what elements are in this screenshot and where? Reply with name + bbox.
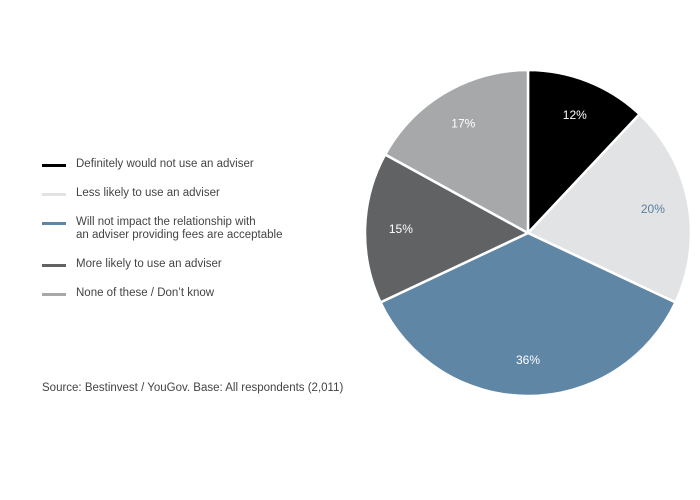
slice-data-label: 12% bbox=[563, 108, 587, 122]
pie-slice bbox=[379, 231, 677, 398]
legend-swatch bbox=[42, 193, 66, 196]
legend-item: None of these / Don’t know bbox=[42, 287, 342, 300]
slice-data-label: 17% bbox=[451, 117, 475, 131]
legend-item: Less likely to use an adviser bbox=[42, 187, 342, 200]
legend-swatch bbox=[42, 293, 66, 296]
legend-label: Less likely to use an adviser bbox=[76, 187, 220, 199]
pie-slice bbox=[526, 68, 641, 235]
pie-slice bbox=[363, 153, 530, 304]
legend-label: Will not impact the relationship with an… bbox=[76, 216, 283, 241]
slice-data-label: 36% bbox=[516, 353, 540, 367]
legend-item: More likely to use an adviser bbox=[42, 258, 342, 271]
legend-swatch bbox=[42, 222, 66, 225]
chart-legend: Definitely would not use an adviser Less … bbox=[42, 158, 342, 316]
pie-chart: 12% 20% 36% 15% 17% bbox=[363, 68, 693, 398]
slice-data-label: 20% bbox=[641, 202, 665, 216]
legend-item: Definitely would not use an adviser bbox=[42, 158, 342, 171]
pie-slice bbox=[526, 112, 693, 304]
legend-label: None of these / Don’t know bbox=[76, 287, 215, 299]
legend-label: Definitely would not use an adviser bbox=[76, 158, 254, 170]
pie-slice bbox=[383, 68, 530, 235]
legend-label: More likely to use an adviser bbox=[76, 258, 222, 270]
legend-swatch bbox=[42, 264, 66, 267]
legend-swatch bbox=[42, 164, 66, 167]
legend-item: Will not impact the relationship with an… bbox=[42, 216, 342, 242]
slice-data-label: 15% bbox=[389, 222, 413, 236]
source-note: Source: Bestinvest / YouGov. Base: All r… bbox=[42, 382, 344, 394]
